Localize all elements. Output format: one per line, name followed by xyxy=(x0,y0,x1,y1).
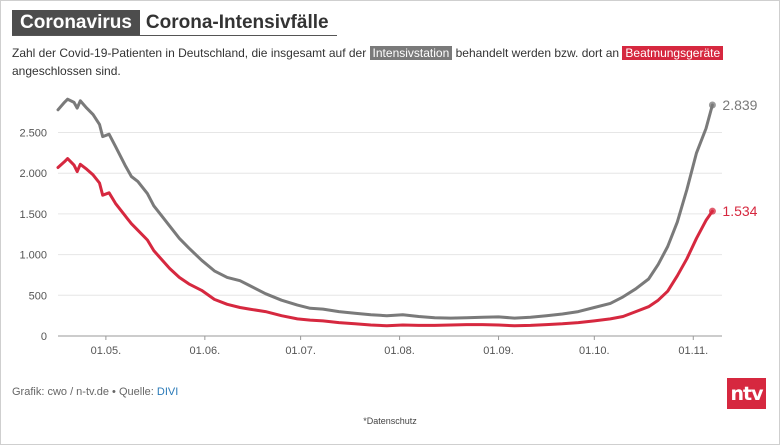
legend-tag-ventilated: Beatmungsgeräte xyxy=(622,46,724,60)
privacy-link[interactable]: *Datenschutz xyxy=(363,416,417,426)
y-tick-label: 1.000 xyxy=(19,250,47,262)
headline: Coronavirus Corona-Intensivfälle xyxy=(12,10,337,36)
ntv-logo: ntv xyxy=(727,378,766,409)
subtitle-text-3: angeschlossen sind. xyxy=(12,64,121,78)
y-tick-label: 2.500 xyxy=(19,128,47,140)
page-title: Corona-Intensivfälle xyxy=(145,12,329,33)
legend-tag-icu: Intensivstation xyxy=(369,46,453,60)
subtitle: Zahl der Covid-19-Patienten in Deutschla… xyxy=(12,44,762,80)
series-line-icu xyxy=(56,97,714,320)
x-tick-label: 01.11. xyxy=(678,345,708,357)
kicker: Coronavirus xyxy=(12,10,140,35)
x-tick-label: 01.08. xyxy=(384,345,415,357)
x-tick-label: 01.09. xyxy=(483,345,514,357)
series-end-point xyxy=(708,101,716,109)
subtitle-text-1: Zahl der Covid-19-Patienten in Deutschla… xyxy=(12,46,367,60)
y-tick-label: 0 xyxy=(41,331,47,343)
series-line-ventilated xyxy=(56,157,714,328)
x-tick-label: 01.05. xyxy=(91,345,122,357)
y-tick-label: 1.500 xyxy=(19,209,47,221)
series-end-point xyxy=(708,207,716,215)
source-link[interactable]: DIVI xyxy=(156,386,179,398)
x-tick-label: 01.07. xyxy=(285,345,316,357)
credit-text: Grafik: cwo / n-tv.de • Quelle: xyxy=(12,386,154,398)
y-tick-label: 500 xyxy=(29,290,47,302)
x-tick-label: 01.10. xyxy=(579,345,610,357)
credit-line: Grafik: cwo / n-tv.de • Quelle: DIVI xyxy=(12,386,178,398)
subtitle-text-2: behandelt werden bzw. dort an xyxy=(455,46,620,60)
series-end-label: 2.839 xyxy=(722,97,757,113)
x-tick-label: 01.06. xyxy=(190,345,221,357)
series-end-label: 1.534 xyxy=(722,203,757,219)
y-tick-label: 2.000 xyxy=(19,168,47,180)
